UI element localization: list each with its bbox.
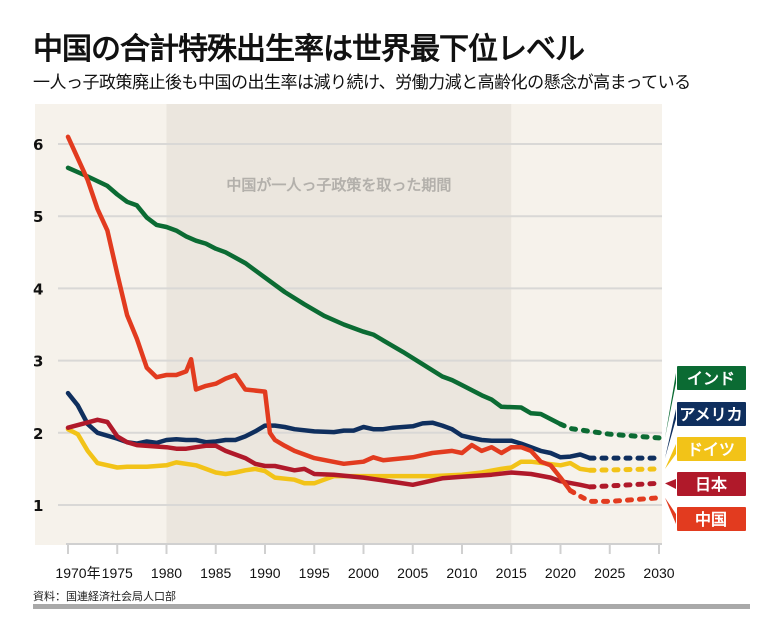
series-line-projection: [567, 488, 662, 504]
legend-label: ドイツ: [687, 440, 735, 459]
series-2: ドイツ: [65, 426, 746, 486]
series-line-projection: [587, 466, 662, 473]
x-tick-label: 2005: [397, 565, 428, 581]
x-tick-label: 1980: [151, 565, 182, 581]
legend-box: [677, 402, 746, 426]
x-tick-label: 1970年: [55, 565, 100, 581]
series-line-actual: [65, 417, 593, 490]
legend-leader: [665, 444, 676, 469]
x-tick-label: 1975: [102, 565, 133, 581]
series-line-actual: [65, 426, 593, 486]
y-tick-label: 1: [33, 497, 43, 515]
legend-label: インド: [687, 369, 735, 388]
series-3: 日本: [65, 417, 746, 496]
x-tick-label: 2020: [545, 565, 576, 581]
legend-label: 中国: [695, 510, 727, 529]
series-4: 中国: [65, 134, 746, 531]
chart-subtitle: 一人っ子政策廃止後も中国の出生率は減り続け、労働力減と高齢化の懸念が高まっている: [33, 73, 691, 93]
chart-title: 中国の合計特殊出生率は世界最下位レベル: [33, 32, 585, 67]
y-tick-label: 2: [33, 425, 43, 443]
x-tick-label: 1995: [299, 565, 330, 581]
series-0: インド: [65, 165, 746, 441]
legend-label: 日本: [695, 475, 727, 494]
legend-box: [677, 507, 746, 531]
x-tick-label: 2030: [643, 565, 674, 581]
series-line-projection: [558, 421, 662, 441]
legend-label: アメリカ: [679, 405, 742, 424]
y-tick-label: 6: [33, 136, 43, 154]
series-line-actual: [65, 134, 573, 493]
shaded-period-label: 中国が一人っ子政策を取った期間: [226, 176, 451, 194]
legend-box: [677, 437, 746, 461]
series-line-projection: [587, 480, 662, 490]
y-tick-label: 3: [33, 353, 43, 371]
x-tick-label: 2025: [594, 565, 625, 581]
legend-box: [677, 472, 746, 496]
x-tick-label: 2010: [446, 565, 477, 581]
x-tick-label: 2015: [496, 565, 527, 581]
legend-leader: [665, 479, 676, 489]
y-tick-label: 4: [33, 280, 43, 298]
legend-box: [677, 366, 746, 390]
x-tick-label: 1990: [249, 565, 280, 581]
source-note: 資料：国連経済社会局人口部: [33, 590, 176, 603]
x-tick-label: 2000: [348, 565, 379, 581]
legend-leader: [665, 409, 676, 459]
legend-leader: [665, 497, 676, 524]
bottom-rule: [33, 604, 750, 609]
y-tick-label: 5: [33, 208, 43, 226]
series-line-actual: [65, 165, 563, 427]
series-line-actual: [65, 390, 593, 461]
series-1: アメリカ: [65, 390, 746, 461]
legend-leader: [665, 373, 676, 438]
x-tick-label: 1985: [200, 565, 231, 581]
